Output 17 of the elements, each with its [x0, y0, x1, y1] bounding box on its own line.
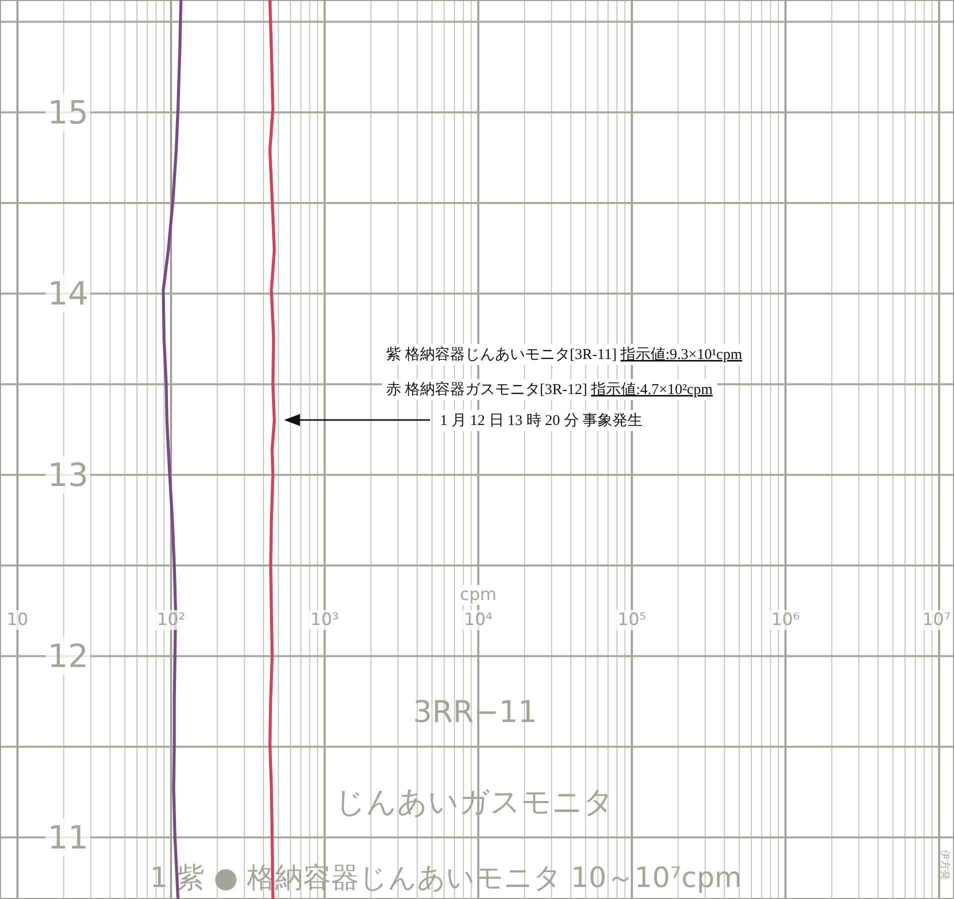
x-tick-label: 10² [156, 610, 186, 630]
y-tick-label: 14 [48, 274, 88, 313]
x-tick-label: 10 [6, 610, 28, 630]
x-tick-label: 10⁴ [464, 610, 493, 630]
x-axis-title: cpm [460, 585, 497, 605]
annotation: 伊方発 [939, 850, 951, 880]
y-tick-label: 11 [48, 818, 88, 856]
x-tick-label: 10³ [310, 610, 339, 630]
x-tick-label: 10⁷ [922, 610, 951, 630]
x-tick-label: 10⁶ [771, 610, 800, 630]
annotation: 赤 格納容器ガスモニタ[3R-12] 指示値:4.7×10²cpm [386, 381, 714, 398]
annotation: 紫 格納容器じんあいモニタ[3R-11] 指示値:9.3×10¹cpm [386, 346, 742, 363]
x-tick-label: 10⁵ [618, 610, 646, 630]
y-tick-label: 15 [48, 93, 88, 132]
annotation: 1 月 12 日 13 時 20 分 事象発生 [440, 412, 642, 429]
y-tick-label: 12 [48, 637, 88, 676]
y-tick-label: 13 [48, 456, 88, 494]
